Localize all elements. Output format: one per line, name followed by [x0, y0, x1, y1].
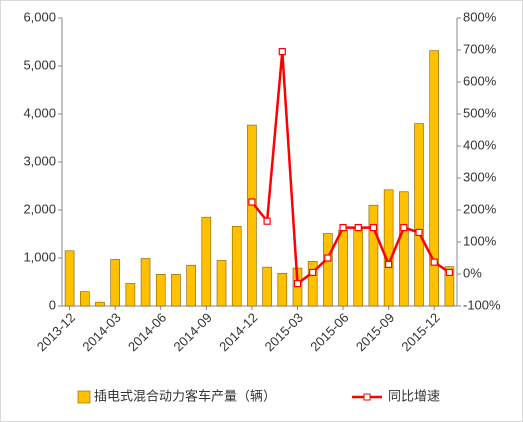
- bar: [368, 204, 379, 307]
- line-marker: [324, 254, 332, 262]
- bar: [95, 301, 105, 307]
- bar: [186, 264, 196, 307]
- bar: [429, 50, 440, 307]
- legend-swatch: [77, 390, 91, 404]
- bar: [140, 258, 151, 307]
- bar: [216, 260, 227, 307]
- line-marker: [339, 224, 347, 232]
- line-marker: [369, 224, 378, 232]
- bar: [79, 291, 90, 307]
- y2-tick-label: 300%: [463, 169, 497, 184]
- bar: [323, 233, 333, 307]
- y2-tick-label: -100%: [463, 297, 501, 312]
- y-tick-label: 1,000: [23, 249, 56, 264]
- bar: [307, 261, 318, 307]
- y2-tick-label: 400%: [463, 137, 497, 152]
- line-marker: [445, 268, 454, 276]
- bar: [155, 274, 166, 307]
- y-tick-label: 2,000: [23, 201, 56, 216]
- bar: [338, 229, 348, 307]
- line-marker: [430, 258, 438, 266]
- y-tick-label: 3,000: [23, 153, 56, 168]
- y2-tick-label: 0%: [463, 265, 482, 280]
- bar: [353, 226, 364, 307]
- y-tick-label: 0: [49, 297, 56, 312]
- line-marker: [248, 198, 256, 206]
- bar: [277, 273, 288, 307]
- bar: [231, 226, 242, 307]
- legend-label: 插电式混合动力客车产量（辆）: [94, 388, 276, 403]
- bar: [64, 250, 75, 307]
- y2-tick-label: 500%: [463, 105, 497, 120]
- line-marker: [354, 224, 362, 232]
- y2-tick-label: 600%: [463, 73, 497, 88]
- y2-tick-label: 200%: [463, 201, 497, 216]
- line-marker: [278, 47, 286, 56]
- legend-label: 同比增速: [388, 388, 440, 403]
- bar: [383, 189, 394, 307]
- bar: [262, 266, 272, 307]
- line-marker: [400, 224, 408, 232]
- legend-swatch-marker: [363, 393, 371, 401]
- bar: [399, 191, 409, 307]
- line-marker: [293, 280, 302, 288]
- bar: [414, 123, 424, 307]
- y-tick-label: 6,000: [23, 9, 56, 24]
- line-marker: [385, 260, 393, 268]
- y2-tick-label: 700%: [463, 41, 497, 56]
- line-marker: [415, 228, 423, 236]
- y-tick-label: 4,000: [23, 105, 56, 120]
- bar: [247, 124, 257, 307]
- bar: [125, 283, 136, 307]
- y2-tick-label: 100%: [463, 233, 497, 248]
- y2-tick-label: 800%: [463, 9, 497, 24]
- bar: [171, 274, 181, 307]
- bar: [110, 259, 120, 307]
- bar: [201, 216, 212, 307]
- line-marker: [263, 217, 271, 225]
- line-marker: [309, 268, 317, 276]
- y-tick-label: 5,000: [23, 57, 56, 72]
- bar: [444, 266, 455, 307]
